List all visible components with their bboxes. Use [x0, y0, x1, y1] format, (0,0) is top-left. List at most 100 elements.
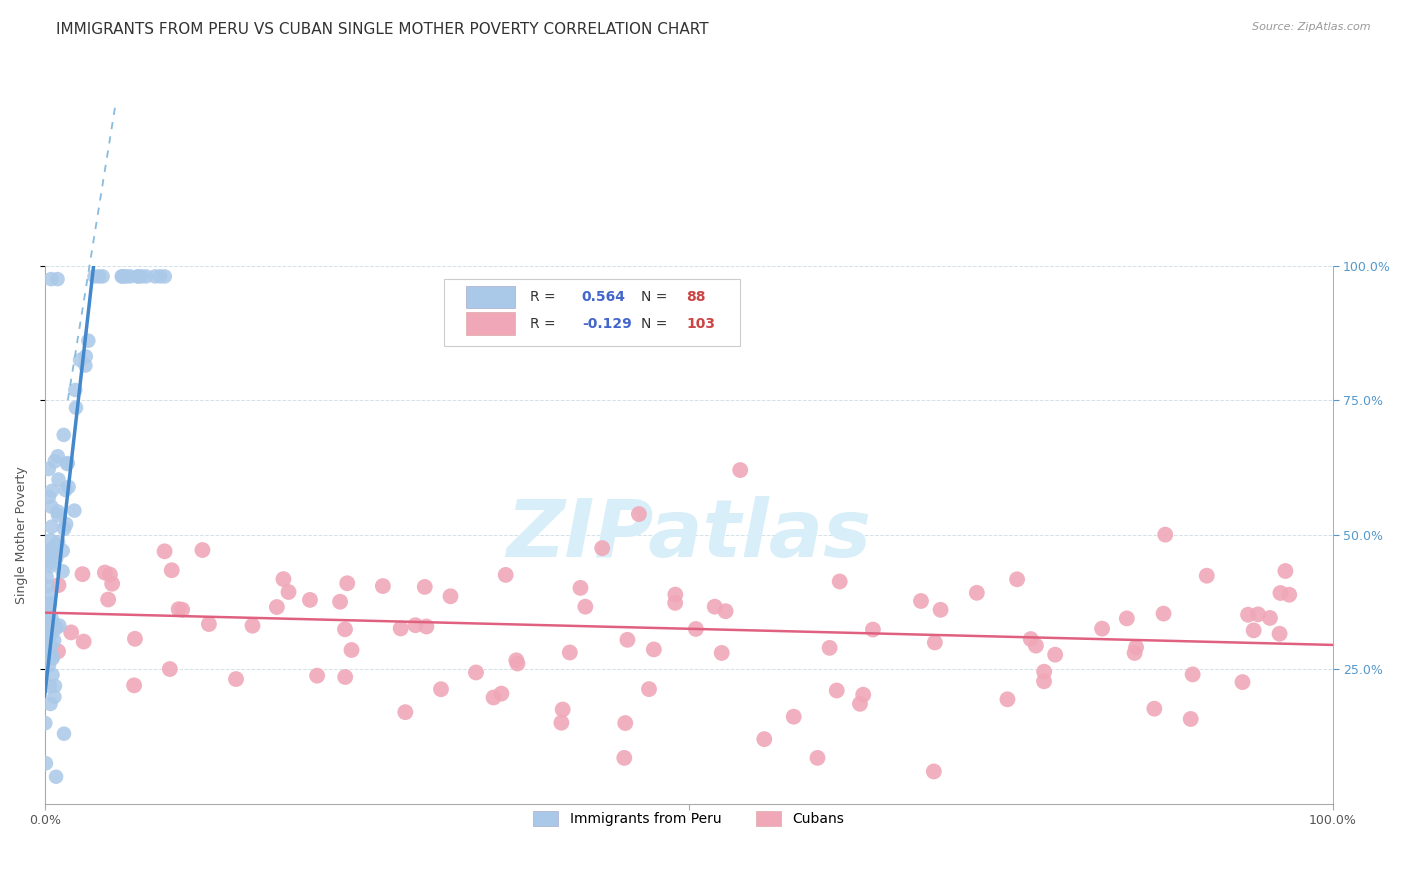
- Point: [44, 679, 66, 693]
- Point: [1247, 607, 1270, 622]
- Point: [48, 473, 70, 487]
- Point: [333, 622, 356, 636]
- Point: [465, 665, 488, 680]
- Point: [149, 269, 172, 284]
- Point: [35, 570, 58, 584]
- Point: [44, 690, 66, 704]
- Point: [72, 567, 94, 582]
- Point: [34, 716, 56, 731]
- Point: [45, 538, 67, 552]
- Point: [39, 697, 62, 711]
- Point: [371, 579, 394, 593]
- Point: [664, 588, 686, 602]
- Text: R =: R =: [530, 290, 560, 304]
- Point: [329, 595, 352, 609]
- Point: [929, 603, 952, 617]
- Point: [910, 594, 932, 608]
- Point: [41, 500, 63, 514]
- Point: [1270, 586, 1292, 600]
- Legend: Immigrants from Peru, Cubans: Immigrants from Peru, Cubans: [527, 805, 849, 831]
- Point: [35, 607, 58, 622]
- Point: [273, 572, 295, 586]
- Point: [491, 687, 513, 701]
- Point: [38, 596, 60, 610]
- Point: [37, 551, 59, 566]
- Point: [1181, 667, 1204, 681]
- Point: [111, 269, 134, 284]
- Point: [41, 612, 63, 626]
- Point: [46, 508, 69, 523]
- Point: [41, 668, 63, 682]
- Point: [45, 770, 67, 784]
- Point: [41, 519, 63, 533]
- Point: [56, 457, 79, 471]
- Point: [42, 624, 65, 639]
- Point: [806, 751, 828, 765]
- Point: [124, 632, 146, 646]
- Point: [922, 764, 945, 779]
- Point: [48, 578, 70, 592]
- Point: [591, 541, 613, 555]
- Point: [167, 602, 190, 616]
- Point: [505, 653, 527, 667]
- Point: [35, 756, 58, 771]
- Point: [127, 269, 149, 284]
- Point: [122, 678, 145, 692]
- Point: [627, 507, 650, 521]
- Point: [38, 632, 60, 647]
- Point: [1091, 622, 1114, 636]
- Text: -0.129: -0.129: [582, 317, 631, 331]
- Point: [703, 599, 725, 614]
- Point: [53, 522, 76, 536]
- Point: [153, 544, 176, 558]
- Point: [613, 751, 636, 765]
- Point: [643, 642, 665, 657]
- Point: [44, 542, 66, 557]
- Point: [44, 545, 66, 559]
- Point: [685, 622, 707, 636]
- Point: [714, 604, 737, 618]
- Point: [34, 613, 56, 627]
- Point: [87, 269, 110, 284]
- Point: [120, 269, 142, 284]
- Point: [46, 535, 69, 549]
- Point: [551, 702, 574, 716]
- Point: [1123, 646, 1146, 660]
- Point: [966, 586, 988, 600]
- Point: [112, 269, 135, 284]
- Point: [638, 682, 661, 697]
- Point: [1195, 568, 1218, 582]
- Point: [1125, 640, 1147, 655]
- Point: [46, 272, 69, 286]
- Point: [614, 716, 637, 731]
- Text: IMMIGRANTS FROM PERU VS CUBAN SINGLE MOTHER POVERTY CORRELATION CHART: IMMIGRANTS FROM PERU VS CUBAN SINGLE MOT…: [56, 22, 709, 37]
- Point: [569, 581, 592, 595]
- Point: [340, 643, 363, 657]
- Point: [482, 690, 505, 705]
- Point: [56, 456, 79, 470]
- Point: [41, 639, 63, 653]
- Point: [58, 480, 80, 494]
- Point: [63, 503, 86, 517]
- Point: [1153, 607, 1175, 621]
- Point: [783, 709, 806, 723]
- Point: [65, 383, 87, 397]
- Point: [266, 600, 288, 615]
- Point: [46, 644, 69, 658]
- Point: [754, 732, 776, 747]
- Point: [506, 657, 529, 671]
- Point: [37, 608, 59, 623]
- Point: [574, 599, 596, 614]
- Text: ZIPatlas: ZIPatlas: [506, 496, 872, 574]
- Point: [225, 672, 247, 686]
- Point: [616, 632, 638, 647]
- Point: [111, 269, 134, 284]
- Point: [38, 490, 60, 504]
- Point: [77, 334, 100, 348]
- Point: [849, 697, 872, 711]
- Point: [710, 646, 733, 660]
- Point: [997, 692, 1019, 706]
- Y-axis label: Single Mother Poverty: Single Mother Poverty: [15, 466, 28, 604]
- Point: [44, 619, 66, 633]
- Bar: [465, 312, 515, 335]
